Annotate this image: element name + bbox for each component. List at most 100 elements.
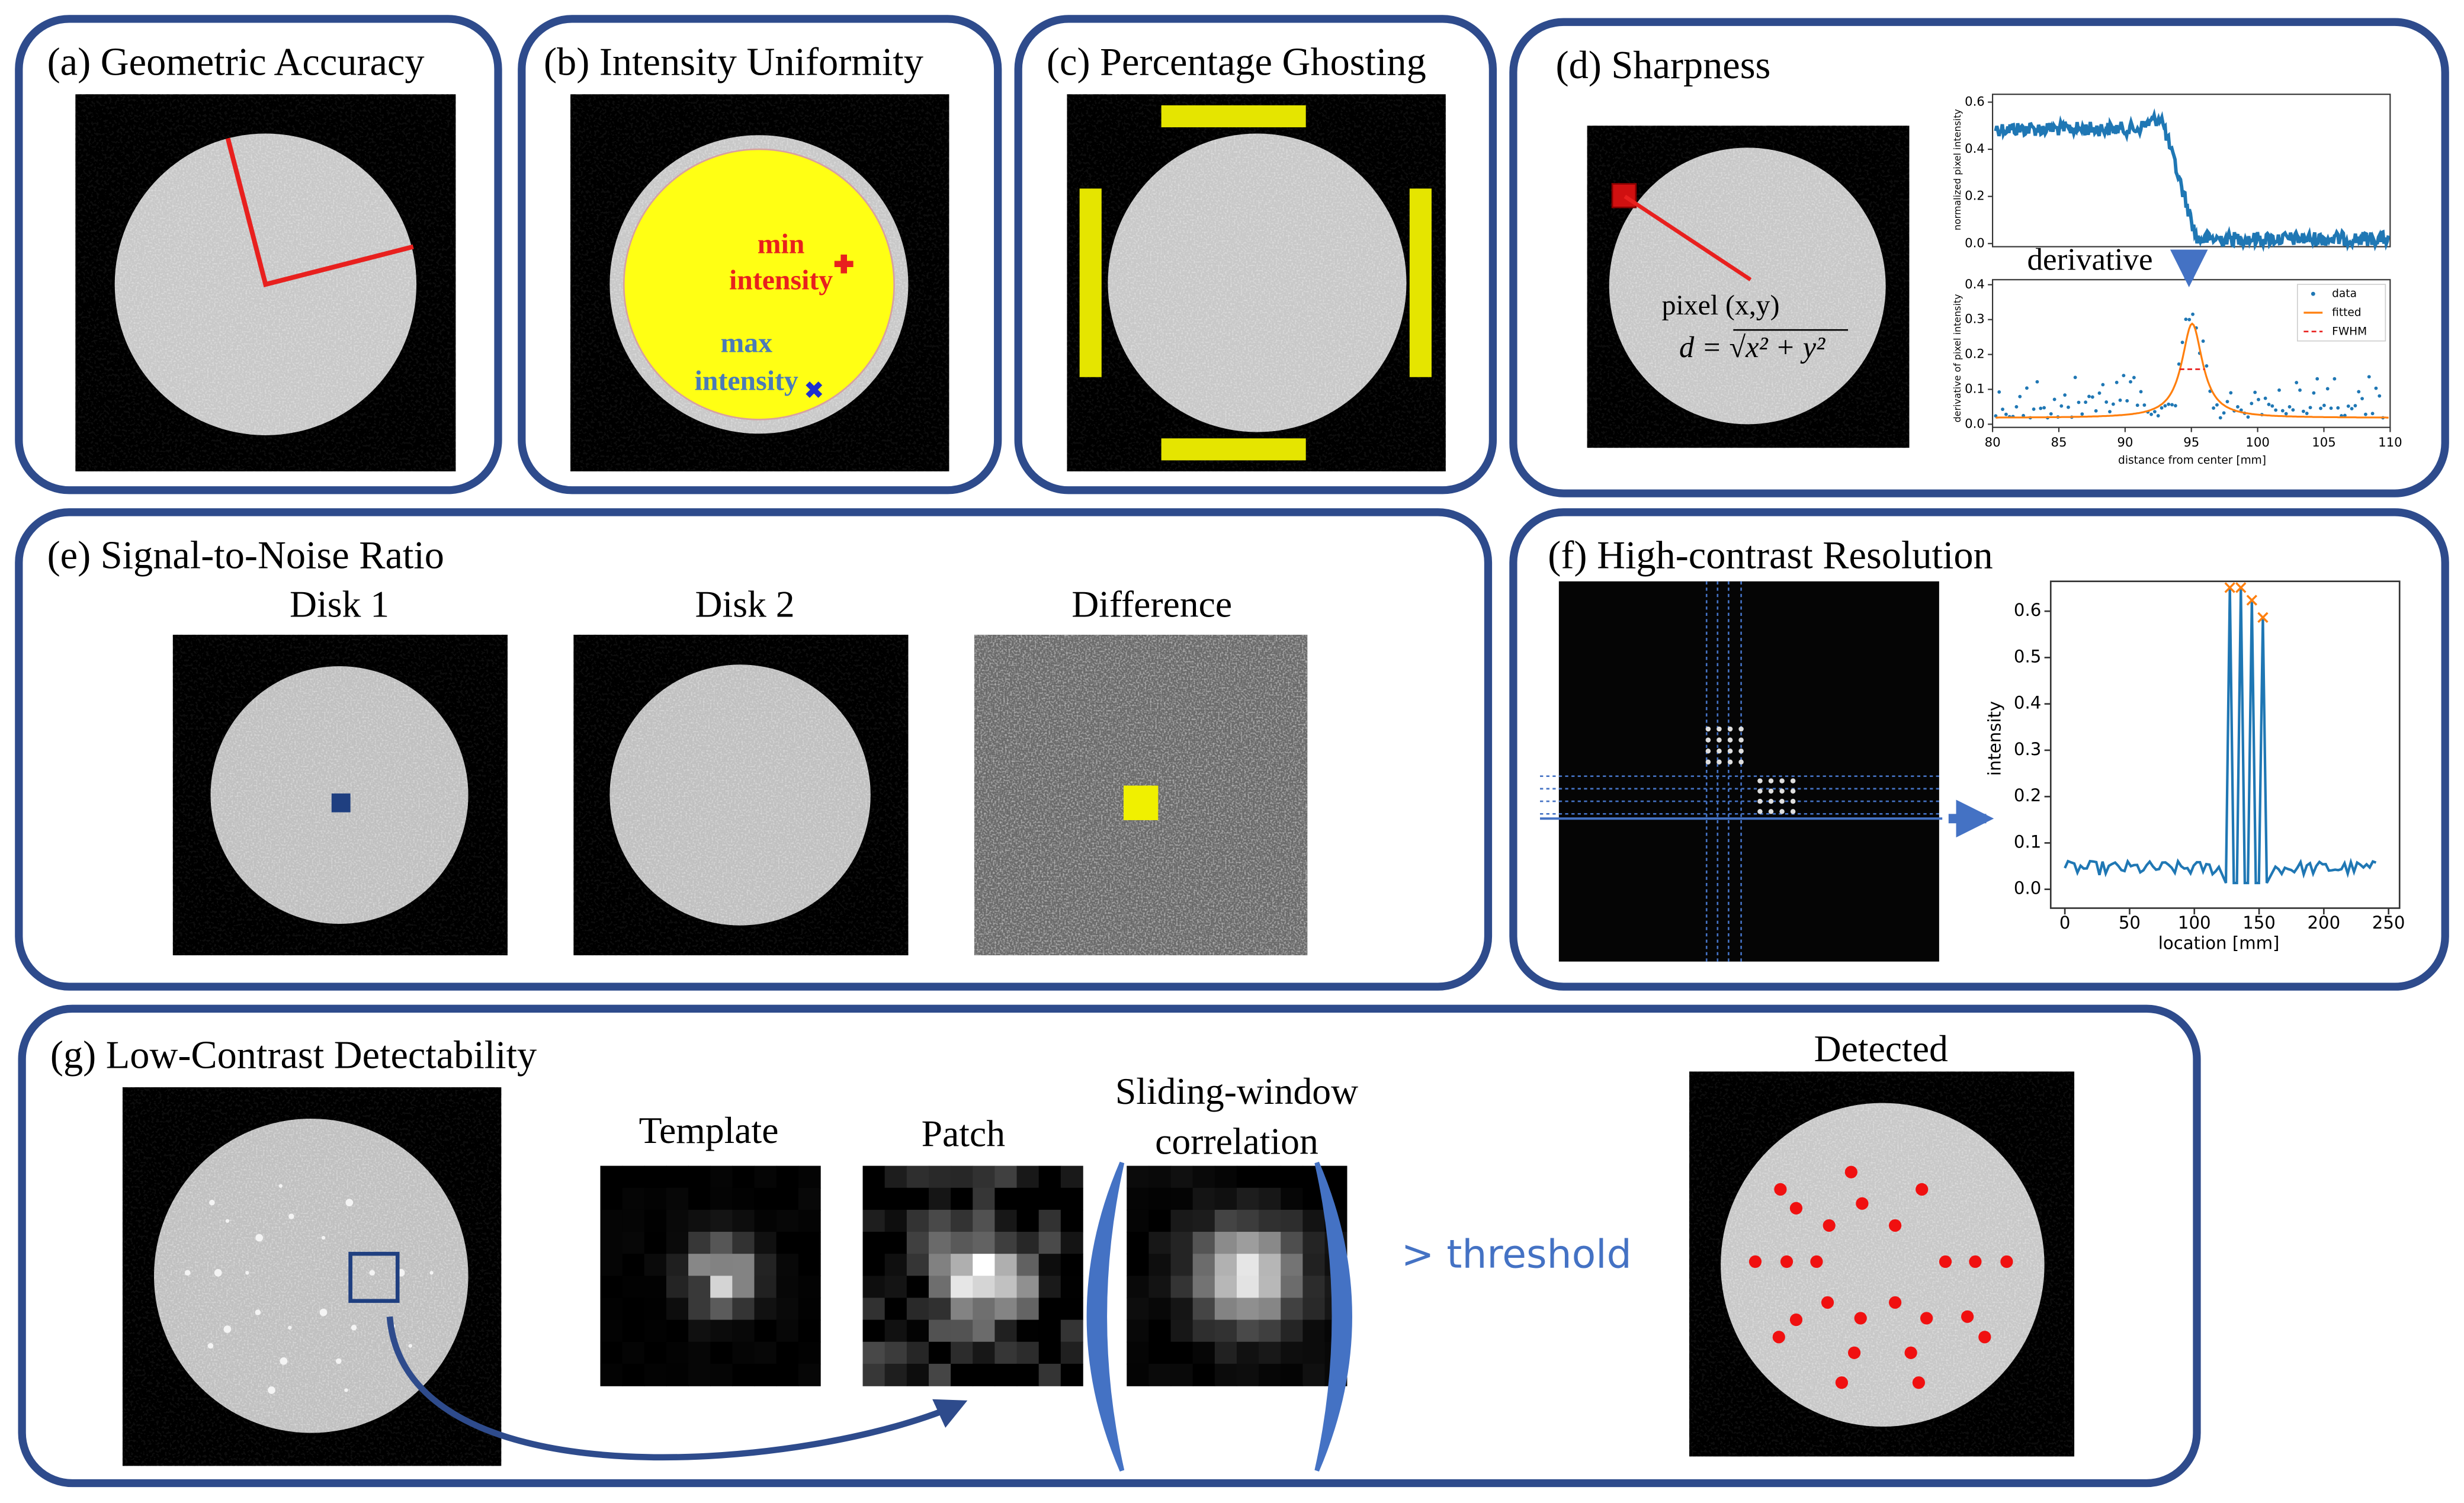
pixel (622, 1298, 645, 1321)
pixel (600, 1254, 623, 1277)
patch-box (348, 1251, 400, 1303)
x-tick-label: 50 (2119, 913, 2141, 933)
pixel (798, 1209, 821, 1232)
pixel (1060, 1165, 1083, 1189)
detection (1772, 1331, 1785, 1344)
pixel (710, 1319, 733, 1343)
object (209, 1199, 215, 1206)
hole (1717, 726, 1722, 732)
pixel (973, 1363, 996, 1386)
legend-label: data (2332, 288, 2357, 300)
pixel (600, 1209, 623, 1232)
pixel (906, 1363, 929, 1386)
plot-frame (1992, 94, 2391, 248)
object (280, 1357, 288, 1365)
pixel (951, 1232, 974, 1254)
pixel (644, 1254, 667, 1277)
pixel (1060, 1187, 1083, 1210)
pixel (994, 1254, 1018, 1277)
pixel (688, 1165, 711, 1189)
data-point (2115, 380, 2119, 384)
pixel (1236, 1341, 1259, 1364)
pixel (928, 1232, 951, 1254)
data-point (2001, 407, 2004, 412)
pixel (973, 1319, 996, 1343)
pixel (1281, 1209, 1304, 1232)
x-tick-label: 85 (2051, 435, 2067, 450)
data-point (2329, 406, 2333, 410)
pixel (1236, 1298, 1259, 1321)
pixel (600, 1165, 623, 1189)
pixel (710, 1276, 733, 1299)
x-tick-label: 0 (2059, 913, 2071, 933)
pixel (973, 1209, 996, 1232)
pixel (1259, 1363, 1282, 1386)
data-point (2215, 403, 2219, 407)
y-axis-label: normalized pixel intensity (1952, 109, 1963, 230)
y-tick-label: 0.2 (2014, 785, 2041, 805)
resolution-pattern (1540, 581, 1943, 962)
detection (2000, 1255, 2013, 1268)
pixel (666, 1232, 689, 1254)
object (319, 1308, 328, 1316)
legend-key (2311, 291, 2315, 296)
hole (1757, 798, 1763, 804)
pixel (1281, 1341, 1304, 1364)
detection (1961, 1310, 1974, 1323)
pixel (1016, 1165, 1040, 1189)
pixel (906, 1187, 929, 1210)
pixel (1236, 1254, 1259, 1277)
pixel (732, 1276, 755, 1299)
pixel (906, 1276, 929, 1299)
image-label: Disk 1 (290, 583, 389, 625)
pixel (688, 1276, 711, 1299)
pixel (1302, 1254, 1326, 1277)
pixel (951, 1319, 974, 1343)
pixel (1127, 1232, 1150, 1254)
pixel (1214, 1165, 1237, 1189)
pixel (862, 1298, 886, 1321)
pixel (1038, 1187, 1061, 1210)
pixel (973, 1341, 996, 1364)
pixel (600, 1232, 623, 1254)
y-tick-label: 0.0 (1965, 416, 1985, 431)
data-point (1997, 390, 2001, 394)
y-tick-label: 0.0 (1965, 236, 1985, 250)
object (223, 1325, 232, 1333)
data-point (2173, 404, 2177, 407)
pixel (1214, 1363, 1237, 1386)
data-point (2067, 405, 2070, 409)
roi (623, 148, 895, 420)
object (351, 1325, 357, 1331)
pixel (688, 1298, 711, 1321)
pixel (906, 1209, 929, 1232)
data-point (2187, 317, 2192, 322)
data-point (2084, 400, 2088, 404)
data-point (2108, 410, 2112, 414)
pixel (1236, 1165, 1259, 1189)
pixel (600, 1319, 623, 1343)
pixel (862, 1209, 886, 1232)
pixel (1302, 1319, 1326, 1343)
pixel (1259, 1232, 1282, 1254)
pixel (951, 1298, 974, 1321)
data-point (2035, 380, 2039, 384)
data-point (2205, 364, 2209, 368)
pixel (1302, 1341, 1326, 1364)
hole (1738, 726, 1744, 732)
hole (1768, 778, 1774, 783)
object (345, 1199, 354, 1207)
pixel (994, 1276, 1018, 1299)
pixel (1016, 1363, 1040, 1386)
pixel (1214, 1232, 1237, 1254)
pixel (666, 1209, 689, 1232)
hole (1717, 737, 1722, 743)
detections (1748, 1165, 2013, 1389)
detection (1823, 1219, 1836, 1232)
hole (1717, 759, 1722, 765)
pixel (1148, 1341, 1172, 1364)
pixel (1170, 1298, 1194, 1321)
pixel (1236, 1319, 1259, 1343)
